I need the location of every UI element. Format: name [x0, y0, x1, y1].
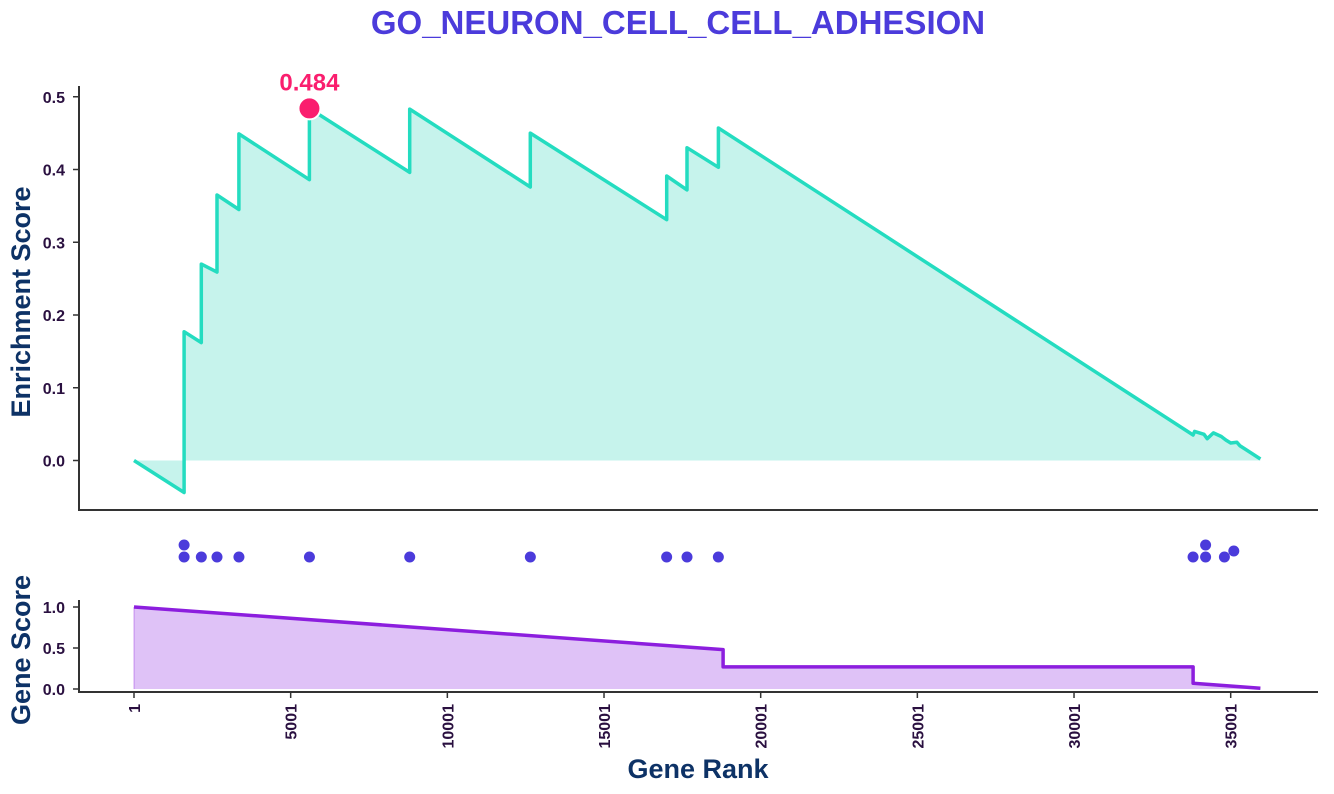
enrichment-y-tick-label: 0.0 [43, 454, 65, 471]
peak-label: 0.484 [279, 69, 340, 96]
hit-marker [233, 551, 245, 563]
gene-rank-x-tick-label: 35001 [1224, 704, 1241, 749]
gene-rank-x-tick-label: 1 [127, 704, 144, 713]
gene-score-y-tick-label: 0.0 [43, 682, 65, 699]
hit-marker [1200, 551, 1212, 563]
hit-marker [195, 551, 207, 563]
gene-rank-x-tick-label: 10001 [440, 704, 457, 749]
gene-score-line [133, 605, 1261, 690]
hit-marker [178, 551, 190, 563]
gene-rank-x-tick-label: 20001 [754, 704, 771, 749]
hit-marker [178, 539, 190, 551]
peak-marker [297, 96, 322, 121]
gene-score-y-ticks: 0.0 0.5 1.0 [43, 600, 79, 699]
hit-marker [404, 551, 416, 563]
hit-marker [1228, 545, 1240, 557]
enrichment-score-line [133, 106, 1262, 495]
gene-score-y-tick-label: 0.5 [43, 641, 65, 658]
gene-rank-x-tick-label: 15001 [597, 704, 614, 749]
enrichment-y-tick-label: 0.4 [43, 163, 65, 180]
hit-marker [1218, 551, 1230, 563]
hit-marker [524, 551, 536, 563]
hit-marker [1187, 551, 1199, 563]
enrichment-score-panel: 0.0 0.1 0.2 0.3 0.4 0.5 0.484 Enrichment Scor… [6, 69, 1318, 511]
hit-markers [178, 539, 1240, 563]
enrichment-y-tick-label: 0.1 [43, 381, 65, 398]
hit-marker [211, 551, 223, 563]
gene-rank-x-tick-label: 5001 [284, 704, 301, 740]
enrichment-area-fill [134, 108, 1261, 493]
hit-marker [303, 551, 315, 563]
gene-score-y-axis-title: Gene Score [6, 575, 36, 725]
gene-rank-x-ticks: 1 5001 10001 15001 20001 25001 30001 35001 [127, 692, 1241, 749]
hit-marker [681, 551, 693, 563]
enrichment-y-tick-label: 0.5 [43, 90, 65, 107]
enrichment-y-axis-title: Enrichment Score [6, 186, 36, 417]
gene-score-panel: 0.00.51.0 1 5001 10001 15001 20001 25001 30001… [6, 575, 1318, 784]
gene-rank-x-axis-title: Gene Rank [627, 754, 769, 784]
gene-rank-x-tick-label: 30001 [1067, 704, 1084, 749]
gene-score-y-tick-label: 1.0 [43, 600, 65, 617]
enrichment-y-tick-label: 0.2 [43, 308, 65, 325]
chart-title: GO_NEURON_CELL_CELL_ADHESION [371, 4, 985, 41]
gene-rank-x-tick-label: 25001 [910, 704, 927, 749]
enrichment-y-ticks: 0.0 0.1 0.2 0.3 0.4 0.5 [43, 90, 79, 471]
hit-marker [1200, 539, 1212, 551]
enrichment-y-tick-label: 0.3 [43, 235, 65, 252]
hit-marker [661, 551, 673, 563]
hit-marker [712, 551, 724, 563]
